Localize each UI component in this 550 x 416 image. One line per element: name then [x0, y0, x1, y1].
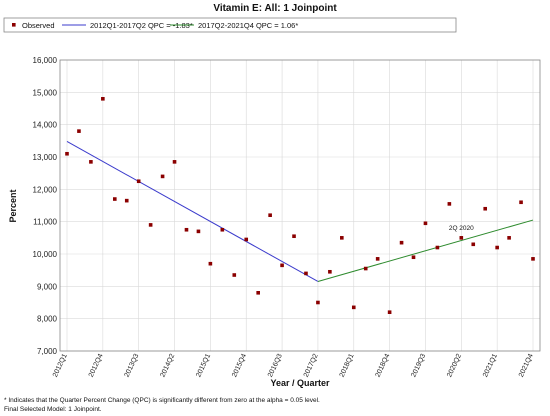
observed-point [280, 263, 284, 268]
x-tick-label: 2015Q4 [231, 353, 248, 379]
observed-point [435, 245, 440, 250]
observed-point [328, 269, 332, 274]
x-tick-label: 2015Q1 [195, 353, 212, 379]
y-tick-label: 9,000 [37, 282, 58, 291]
observed-point [531, 257, 535, 261]
observed-point [471, 242, 476, 247]
y-axis-ticks: 7,000 8,000 9,000 10,000 11,000 12,000 13,000 1… [33, 56, 58, 356]
y-tick-label: 16,000 [33, 56, 58, 65]
y-tick-label: 8,000 [37, 315, 58, 324]
footnote-significance: * Indicates that the Quarter Percent Cha… [4, 397, 320, 404]
x-tick-label: 2019Q3 [410, 353, 427, 379]
observed-point [112, 197, 117, 201]
y-axis-title: Percent [8, 189, 18, 222]
trend-lines [66, 141, 534, 282]
x-axis-ticks: 2012Q1 2012Q4 2013Q3 2014Q2 2015Q1 2015Q4 2016… [52, 353, 535, 379]
x-tick-label: 2016Q3 [267, 353, 284, 379]
observed-point [196, 229, 201, 234]
x-tick-label: 2021Q4 [518, 353, 535, 379]
observed-point [304, 271, 308, 276]
observed-point [136, 179, 141, 184]
observed-point [459, 236, 464, 240]
observed-point [316, 300, 320, 305]
observed-point [160, 174, 165, 179]
observed-point [208, 261, 213, 266]
x-tick-label: 2014Q2 [159, 353, 176, 379]
annotation-label: 2Q 2020 [449, 225, 474, 232]
x-tick-label: 2021Q1 [482, 353, 499, 379]
observed-point [184, 227, 189, 232]
observed-point [148, 223, 153, 227]
observed-point [256, 291, 260, 295]
observed-point [495, 245, 499, 250]
observed-point [423, 221, 428, 226]
legend-box [3, 17, 457, 33]
y-tick-label: 13,000 [33, 153, 58, 162]
annotations: 2Q 2020 [449, 225, 474, 232]
legend-observed-marker [12, 23, 16, 27]
x-tick-label: 2018Q1 [339, 353, 356, 379]
grid [60, 59, 540, 352]
x-tick-label: 2012Q4 [88, 353, 105, 379]
trend-segment-1 [66, 141, 319, 282]
observed-point [507, 236, 511, 240]
observed-point [244, 237, 249, 242]
x-tick-label: 2017Q2 [303, 353, 320, 379]
observed-point [268, 213, 272, 217]
observed-point [292, 234, 296, 239]
x-tick-label: 2020Q2 [446, 353, 463, 379]
trend-segment-2 [317, 219, 534, 282]
x-tick-label: 2012Q1 [52, 353, 69, 379]
observed-point [351, 305, 356, 310]
observed-point [375, 257, 380, 261]
observed-point [399, 240, 404, 245]
observed-point [220, 227, 225, 232]
x-tick-label: 2013Q3 [124, 353, 141, 379]
y-tick-label: 11,000 [33, 218, 57, 227]
legend: Observed 2012Q1-2017Q2 QPC = -1.83* 2017… [3, 17, 457, 33]
observed-point [340, 236, 344, 240]
x-tick-label: 2018Q4 [375, 353, 392, 379]
observed-point [483, 206, 488, 211]
y-tick-label: 12,000 [33, 185, 58, 194]
legend-observed-label: Observed [22, 21, 55, 30]
y-tick-label: 15,000 [33, 88, 58, 97]
observed-point [411, 255, 416, 260]
observed-point [363, 266, 368, 271]
observed-point [65, 151, 69, 156]
footnote-model: Final Selected Model: 1 Joinpoint. [4, 406, 102, 413]
chart-title: Vitamin E: All: 1 Joinpoint [213, 3, 337, 14]
observed-point [124, 198, 129, 203]
legend-segment-2-label: 2017Q2-2021Q4 QPC = 1.06* [198, 21, 298, 30]
observed-point [447, 202, 452, 206]
observed-point [519, 200, 523, 205]
observed-points [65, 97, 535, 314]
observed-point [77, 129, 81, 133]
y-tick-label: 14,000 [33, 121, 58, 130]
observed-point [172, 160, 177, 164]
observed-point [89, 160, 93, 164]
legend-segment-1-label: 2012Q1-2017Q2 QPC = -1.83* [90, 21, 193, 30]
plot-frame [59, 59, 541, 352]
y-tick-label: 7,000 [37, 347, 58, 356]
observed-point [387, 310, 392, 314]
observed-point [232, 273, 237, 277]
y-tick-label: 10,000 [33, 250, 58, 259]
x-axis-title: Year / Quarter [270, 378, 330, 388]
observed-point [101, 97, 105, 101]
